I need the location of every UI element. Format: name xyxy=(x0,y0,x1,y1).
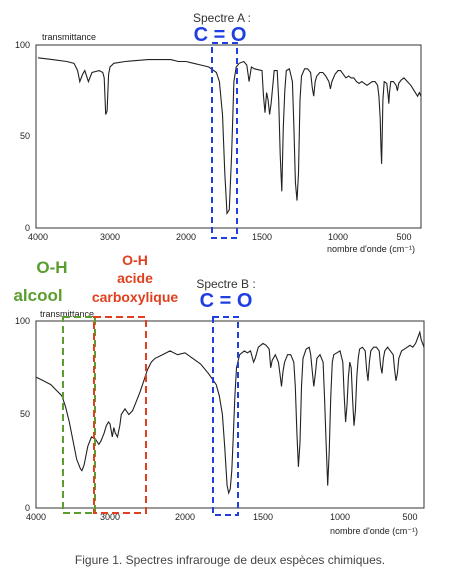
spectrum-a-x-axis-label: nombre d'onde (cm⁻¹) xyxy=(327,244,415,254)
oh-alcohol-box xyxy=(62,316,96,514)
plot-frame-a xyxy=(35,44,422,229)
spectrum-b-y-axis-label: transmittance xyxy=(40,309,94,319)
spectrum-a-line xyxy=(37,57,422,216)
spectrum-a: Spectre A : C = O transmittance nombre d… xyxy=(15,11,422,254)
spectrum-a-x-tick-1000: 1000 xyxy=(328,232,348,242)
spectrum-a-x-tick-4000: 4000 xyxy=(28,232,48,242)
oh-acid-label-line1: O-H xyxy=(122,252,148,268)
spectrum-b-x-tick-500: 500 xyxy=(402,512,417,522)
spectrum-b-y-tick-0: 0 xyxy=(25,503,30,513)
spectrum-b-x-tick-4000: 4000 xyxy=(26,512,46,522)
spectrum-b-y-tick-50: 50 xyxy=(20,409,30,419)
oh-acid-box xyxy=(93,316,147,514)
spectrum-a-y-tick-100: 100 xyxy=(15,40,30,50)
spectrum-a-y-axis-label: transmittance xyxy=(42,32,96,42)
oh-acid-label-line2: acide xyxy=(117,270,153,286)
spectrum-b-line xyxy=(35,330,425,495)
oh-alcohol-label-line1: O-H xyxy=(36,258,67,277)
spectrum-a-carbonyl-label: C = O xyxy=(194,24,247,46)
spectrum-b-title: Spectre B : xyxy=(196,277,255,291)
plot-frame-b xyxy=(35,320,425,509)
spectrum-b-x-tick-1500: 1500 xyxy=(253,512,273,522)
spectrum-a-y-tick-50: 50 xyxy=(20,131,30,141)
spectrum-b-carbonyl-label: C = O xyxy=(200,290,253,312)
spectrum-a-title: Spectre A : xyxy=(193,11,251,25)
spectrum-b-x-tick-3000: 3000 xyxy=(100,512,120,522)
spectrum-b-x-tick-2000: 2000 xyxy=(175,512,195,522)
spectrum-b-x-tick-1000: 1000 xyxy=(330,512,350,522)
spectrum-a-x-tick-1500: 1500 xyxy=(252,232,272,242)
spectrum-a-x-tick-2000: 2000 xyxy=(176,232,196,242)
figure-caption: Figure 1. Spectres infrarouge de deux es… xyxy=(74,553,386,567)
spectrum-b: Spectre B : C = O O-H alcool O-H acide c… xyxy=(13,252,425,536)
spectrum-a-x-tick-3000: 3000 xyxy=(100,232,120,242)
oh-acid-label-line3: carboxylique xyxy=(92,289,179,305)
spectrum-b-y-tick-100: 100 xyxy=(15,316,30,326)
spectrum-a-x-tick-500: 500 xyxy=(396,232,411,242)
spectrum-a-y-tick-0: 0 xyxy=(25,223,30,233)
spectrum-b-carbonyl-box xyxy=(212,316,239,516)
spectrum-b-x-axis-label: nombre d'onde (cm⁻¹) xyxy=(330,526,418,536)
spectrum-a-carbonyl-box xyxy=(211,42,238,239)
oh-alcohol-label-line2: alcool xyxy=(13,286,62,305)
